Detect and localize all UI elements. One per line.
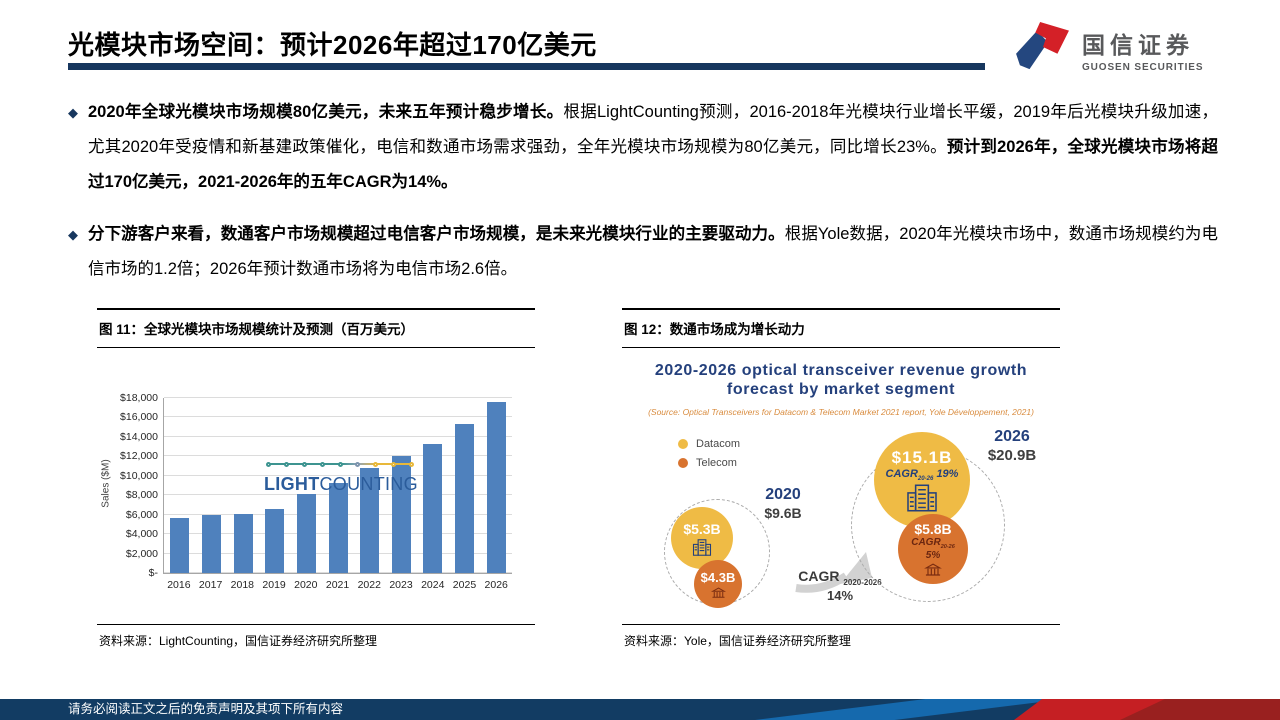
y-tick-label: $4,000	[125, 528, 158, 541]
bar-2021	[328, 482, 348, 573]
datacom-dot-icon	[678, 439, 688, 449]
fig11-bars	[164, 398, 512, 573]
bar-2024	[423, 443, 443, 573]
guosen-logo: 国信证券 GUOSEN SECURITIES	[1014, 22, 1203, 77]
y-tick-label: $-	[148, 567, 158, 579]
figure-11-source: 资料来源：LightCounting，国信证券经济研究所整理	[99, 634, 378, 648]
x-tick-label: 2020	[294, 579, 318, 591]
y-tick-label: $18,000	[120, 392, 158, 404]
bullet-point-1: ◆ 2020年全球光模块市场规模80亿美元，未来五年预计稳步增长。根据Light…	[68, 95, 1218, 200]
fig11-plot-area: $- $2,000 $4,000 $6,000 $8,000 $10,000 $12,000…	[120, 392, 512, 579]
lightcounting-logo: LIGHTCOUNTING	[264, 458, 418, 495]
figure-11-caption: 图 11：全球光模块市场规模统计及预测（百万美元）	[97, 308, 535, 348]
bullet-text: 2020年全球光模块市场规模80亿美元，未来五年预计稳步增长。根据LightCo…	[88, 103, 1218, 191]
bubble-datacom-2026: $15.1B CAGR20-26 19%	[874, 432, 970, 528]
x-tick-label: 2025	[452, 579, 477, 591]
bar-2023	[391, 456, 411, 573]
bar-2026	[486, 401, 506, 573]
y-tick-label: $12,000	[120, 450, 158, 463]
bullet-list: ◆ 2020年全球光模块市场规模80亿美元，未来五年预计稳步增长。根据Light…	[68, 95, 1218, 304]
figure-11: 图 11：全球光模块市场规模统计及预测（百万美元） Sales ($M) $- $…	[97, 308, 535, 656]
footer-darkred-shape	[1120, 699, 1280, 720]
figure-12-source: 资料来源：Yole，国信证券经济研究所整理	[624, 634, 851, 648]
group-label-2020: 2020 $9.6B	[764, 486, 802, 521]
bar-2018	[233, 513, 253, 573]
logo-name-cn: 国信证券	[1082, 32, 1194, 58]
bar-2025	[455, 424, 475, 573]
bar-2022	[360, 468, 380, 573]
x-tick-label: 2024	[421, 579, 445, 591]
x-tick-label: 2019	[262, 579, 286, 591]
legend: Datacom Telecom	[678, 438, 740, 476]
infographic-source-note: (Source: Optical Transceivers for Dataco…	[648, 407, 1034, 417]
total-cagr-label: CAGR 2020-2026 14%	[798, 568, 882, 603]
bubble-datacom-2020: $5.3B	[671, 507, 733, 569]
lightcounting-wordmark: LIGHTCOUNTING	[264, 474, 418, 494]
office-building-icon	[907, 484, 937, 512]
footer-bar: 请务必阅读正文之后的免责声明及其项下所有内容	[0, 699, 1280, 720]
bullet-point-2: ◆ 分下游客户来看，数通客户市场规模超过电信客户市场规模，是未来光模块行业的主要…	[68, 217, 1218, 287]
title-underline	[68, 63, 985, 70]
x-tick-label: 2022	[357, 579, 381, 591]
legend-item-datacom: Datacom	[678, 438, 740, 450]
y-tick-label: $8,000	[125, 489, 158, 502]
diamond-bullet-icon: ◆	[68, 105, 78, 120]
bar-2016	[170, 517, 190, 573]
y-tick-label: $16,000	[120, 411, 158, 424]
diamond-bullet-icon: ◆	[68, 227, 78, 242]
bar-2019	[265, 508, 285, 573]
central-office-icon	[924, 563, 942, 576]
legend-item-telecom: Telecom	[678, 457, 740, 469]
logo-name-en: GUOSEN SECURITIES	[1082, 62, 1204, 73]
y-tick-label: $6,000	[125, 508, 158, 521]
x-tick-label: 2018	[230, 579, 255, 591]
y-tick-label: $14,000	[120, 430, 158, 443]
page-title: 光模块市场空间：预计2026年超过170亿美元	[68, 30, 597, 60]
x-tick-label: 2021	[325, 579, 350, 591]
bar-2017	[201, 514, 221, 573]
bubble-telecom-2026: $5.8B CAGR20-26 5%	[898, 514, 968, 584]
group-label-2026: 2026 $20.9B	[987, 428, 1037, 464]
x-tick-label: 2017	[198, 579, 223, 591]
fig11-xlabels: 2016 2017 2018 2019 2020 2021 2022 2023 2024 2025…	[163, 579, 512, 591]
footer-disclaimer: 请务必阅读正文之后的免责声明及其项下所有内容	[68, 702, 344, 716]
x-tick-label: 2026	[484, 579, 508, 591]
x-tick-label: 2023	[389, 579, 413, 591]
y-tick-label: $2,000	[125, 547, 158, 560]
figure-12-infographic: 2020-2026 optical transceiver revenue gr…	[622, 348, 1060, 625]
figure-12: 图 12：数通市场成为增长动力 2020-2026 optical transc…	[622, 308, 1060, 656]
figure-11-chart: Sales ($M) $- $2,000 $4,000 $6,000 $8,000 $10…	[97, 348, 535, 625]
bar-2020	[296, 494, 316, 573]
x-tick-label: 2016	[167, 579, 191, 591]
bubble-telecom-2020: $4.3B	[694, 560, 742, 608]
telecom-dot-icon	[678, 458, 688, 468]
infographic-title: 2020-2026 optical transceiver revenue gr…	[654, 362, 1028, 398]
central-office-icon	[710, 586, 726, 598]
office-building-icon	[692, 538, 712, 556]
lightcounting-dots-icon	[264, 458, 416, 471]
guosen-logo-icon	[1014, 22, 1072, 77]
bullet-text: 分下游客户来看，数通客户市场规模超过电信客户市场规模，是未来光模块行业的主要驱动…	[88, 225, 1219, 278]
y-tick-label: $10,000	[120, 469, 158, 482]
figure-12-caption: 图 12：数通市场成为增长动力	[622, 308, 1060, 348]
